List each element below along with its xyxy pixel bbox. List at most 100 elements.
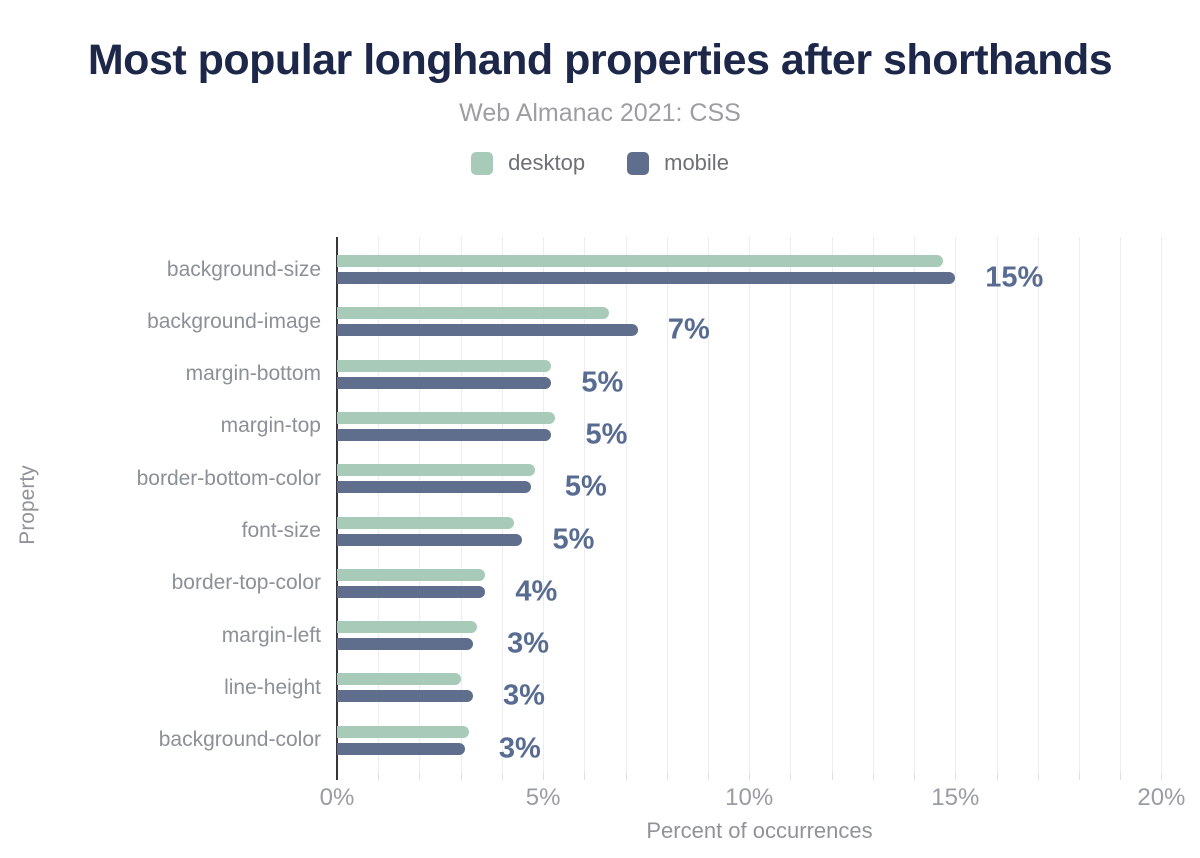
gridline	[872, 237, 874, 773]
x-tick-mark	[790, 773, 792, 780]
category-label: line-height	[224, 675, 321, 699]
x-tick-mark	[1120, 773, 1122, 780]
gridline	[996, 237, 998, 773]
value-label: 15%	[985, 261, 1044, 294]
mobile-swatch	[627, 151, 650, 175]
gridline	[666, 237, 668, 773]
x-tick-mark	[1037, 773, 1039, 780]
chart-title: Most popular longhand properties after s…	[87, 36, 1113, 84]
legend-label: desktop	[508, 150, 586, 175]
bar-mobile-border-bottom-color	[337, 481, 531, 494]
x-tick-mark	[996, 773, 998, 780]
x-tick-mark	[872, 773, 874, 780]
gridline	[914, 237, 916, 773]
gridline	[749, 237, 751, 773]
bar-mobile-background-image	[337, 324, 638, 337]
value-label: 4%	[515, 575, 558, 608]
value-label: 5%	[581, 366, 624, 399]
x-tick-mark	[955, 773, 957, 780]
bar-desktop-background-image	[337, 307, 610, 320]
x-tick-mark	[419, 773, 421, 780]
x-tick-mark	[584, 773, 586, 780]
bar-desktop-margin-left	[337, 621, 478, 634]
gridline	[419, 237, 421, 773]
bar-desktop-background-size	[337, 255, 943, 267]
value-label: 7%	[667, 313, 710, 346]
bar-mobile-line-height	[337, 690, 474, 703]
x-axis-title: Percent of occurrences	[646, 818, 873, 843]
gridline	[584, 237, 586, 773]
legend-item-mobile: mobile	[627, 150, 729, 176]
gridline	[1120, 237, 1122, 773]
bar-mobile-font-size	[337, 533, 523, 546]
bar-mobile-margin-left	[337, 638, 474, 651]
category-label: background-size	[166, 257, 321, 281]
x-tick-label: 20%	[1137, 784, 1186, 811]
x-tick-mark	[1078, 773, 1080, 780]
y-category-labels: background-size background-image margin-bo…	[0, 237, 329, 773]
x-tick-mark	[543, 773, 545, 780]
bar-mobile-margin-top	[337, 428, 552, 441]
category-label: border-bottom-color	[136, 466, 321, 490]
legend: desktop mobile	[0, 150, 1200, 176]
bar-mobile-background-color	[337, 742, 465, 755]
gridline	[955, 237, 957, 773]
x-tick-mark	[666, 773, 668, 780]
gridline	[707, 237, 709, 773]
x-tick-mark	[1161, 773, 1163, 780]
bar-desktop-background-color	[337, 725, 469, 738]
bar-mobile-background-size	[337, 272, 956, 284]
bar-mobile-border-top-color	[337, 585, 486, 598]
category-label: background-image	[147, 309, 321, 333]
value-label: 5%	[552, 523, 595, 555]
bar-desktop-border-bottom-color	[337, 464, 535, 477]
value-label: 3%	[503, 679, 545, 712]
x-tick-mark	[378, 773, 380, 780]
chart-subtitle: Web Almanac 2021: CSS	[459, 99, 741, 127]
legend-item-desktop: desktop	[471, 150, 585, 176]
gridline	[790, 237, 792, 773]
bar-desktop-margin-top	[337, 411, 556, 424]
value-label: 3%	[507, 627, 550, 660]
desktop-swatch	[471, 151, 494, 175]
x-tick-mark	[749, 773, 751, 780]
value-label: 5%	[564, 470, 607, 503]
bar-desktop-margin-bottom	[337, 359, 552, 372]
bar-desktop-border-top-color	[337, 568, 486, 581]
gridline	[1161, 237, 1163, 773]
bar-desktop-font-size	[337, 516, 515, 529]
bar-mobile-margin-bottom	[337, 376, 552, 389]
x-tick-mark	[501, 773, 503, 780]
x-tick-mark	[460, 773, 462, 780]
x-tick-mark	[625, 773, 627, 780]
value-label: 3%	[498, 732, 541, 765]
bar-desktop-line-height	[337, 673, 461, 686]
value-label: 5%	[585, 418, 628, 451]
category-label: font-size	[241, 519, 321, 542]
gridline	[543, 237, 545, 773]
gridline	[831, 237, 833, 773]
category-label: margin-left	[221, 623, 321, 647]
category-label: margin-top	[220, 414, 321, 438]
x-tick-mark	[914, 773, 916, 780]
x-tick-label: 15%	[931, 784, 980, 811]
category-label: background-color	[158, 728, 321, 752]
x-tick-label: 10%	[725, 784, 774, 811]
category-label: margin-bottom	[185, 362, 321, 386]
category-label: border-top-color	[171, 571, 321, 595]
y-axis-line	[336, 237, 338, 780]
gridline	[1078, 237, 1080, 773]
legend-label: mobile	[664, 150, 729, 175]
gridline	[1037, 237, 1039, 773]
x-tick-label: 0%	[319, 784, 355, 811]
x-tick-label: 5%	[525, 784, 561, 811]
x-tick-mark	[707, 773, 709, 780]
gridline	[460, 237, 462, 773]
y-axis-title: Property	[16, 465, 39, 545]
gridline	[501, 237, 503, 773]
gridline	[378, 237, 380, 773]
gridline	[625, 237, 627, 773]
x-tick-mark	[831, 773, 833, 780]
plot-area: 15% 7% 5% 5% 5% 5% 4% 3% 3% 3%	[336, 237, 1182, 780]
